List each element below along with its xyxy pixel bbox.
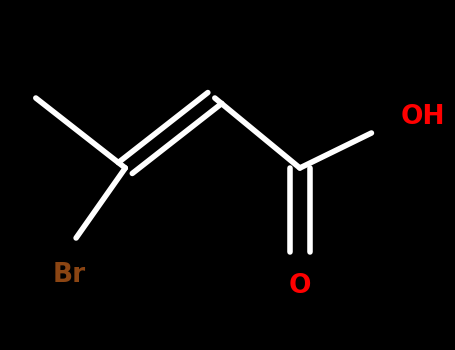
Text: O: O [288,273,311,299]
Text: Br: Br [53,262,86,288]
Text: OH: OH [400,104,445,130]
